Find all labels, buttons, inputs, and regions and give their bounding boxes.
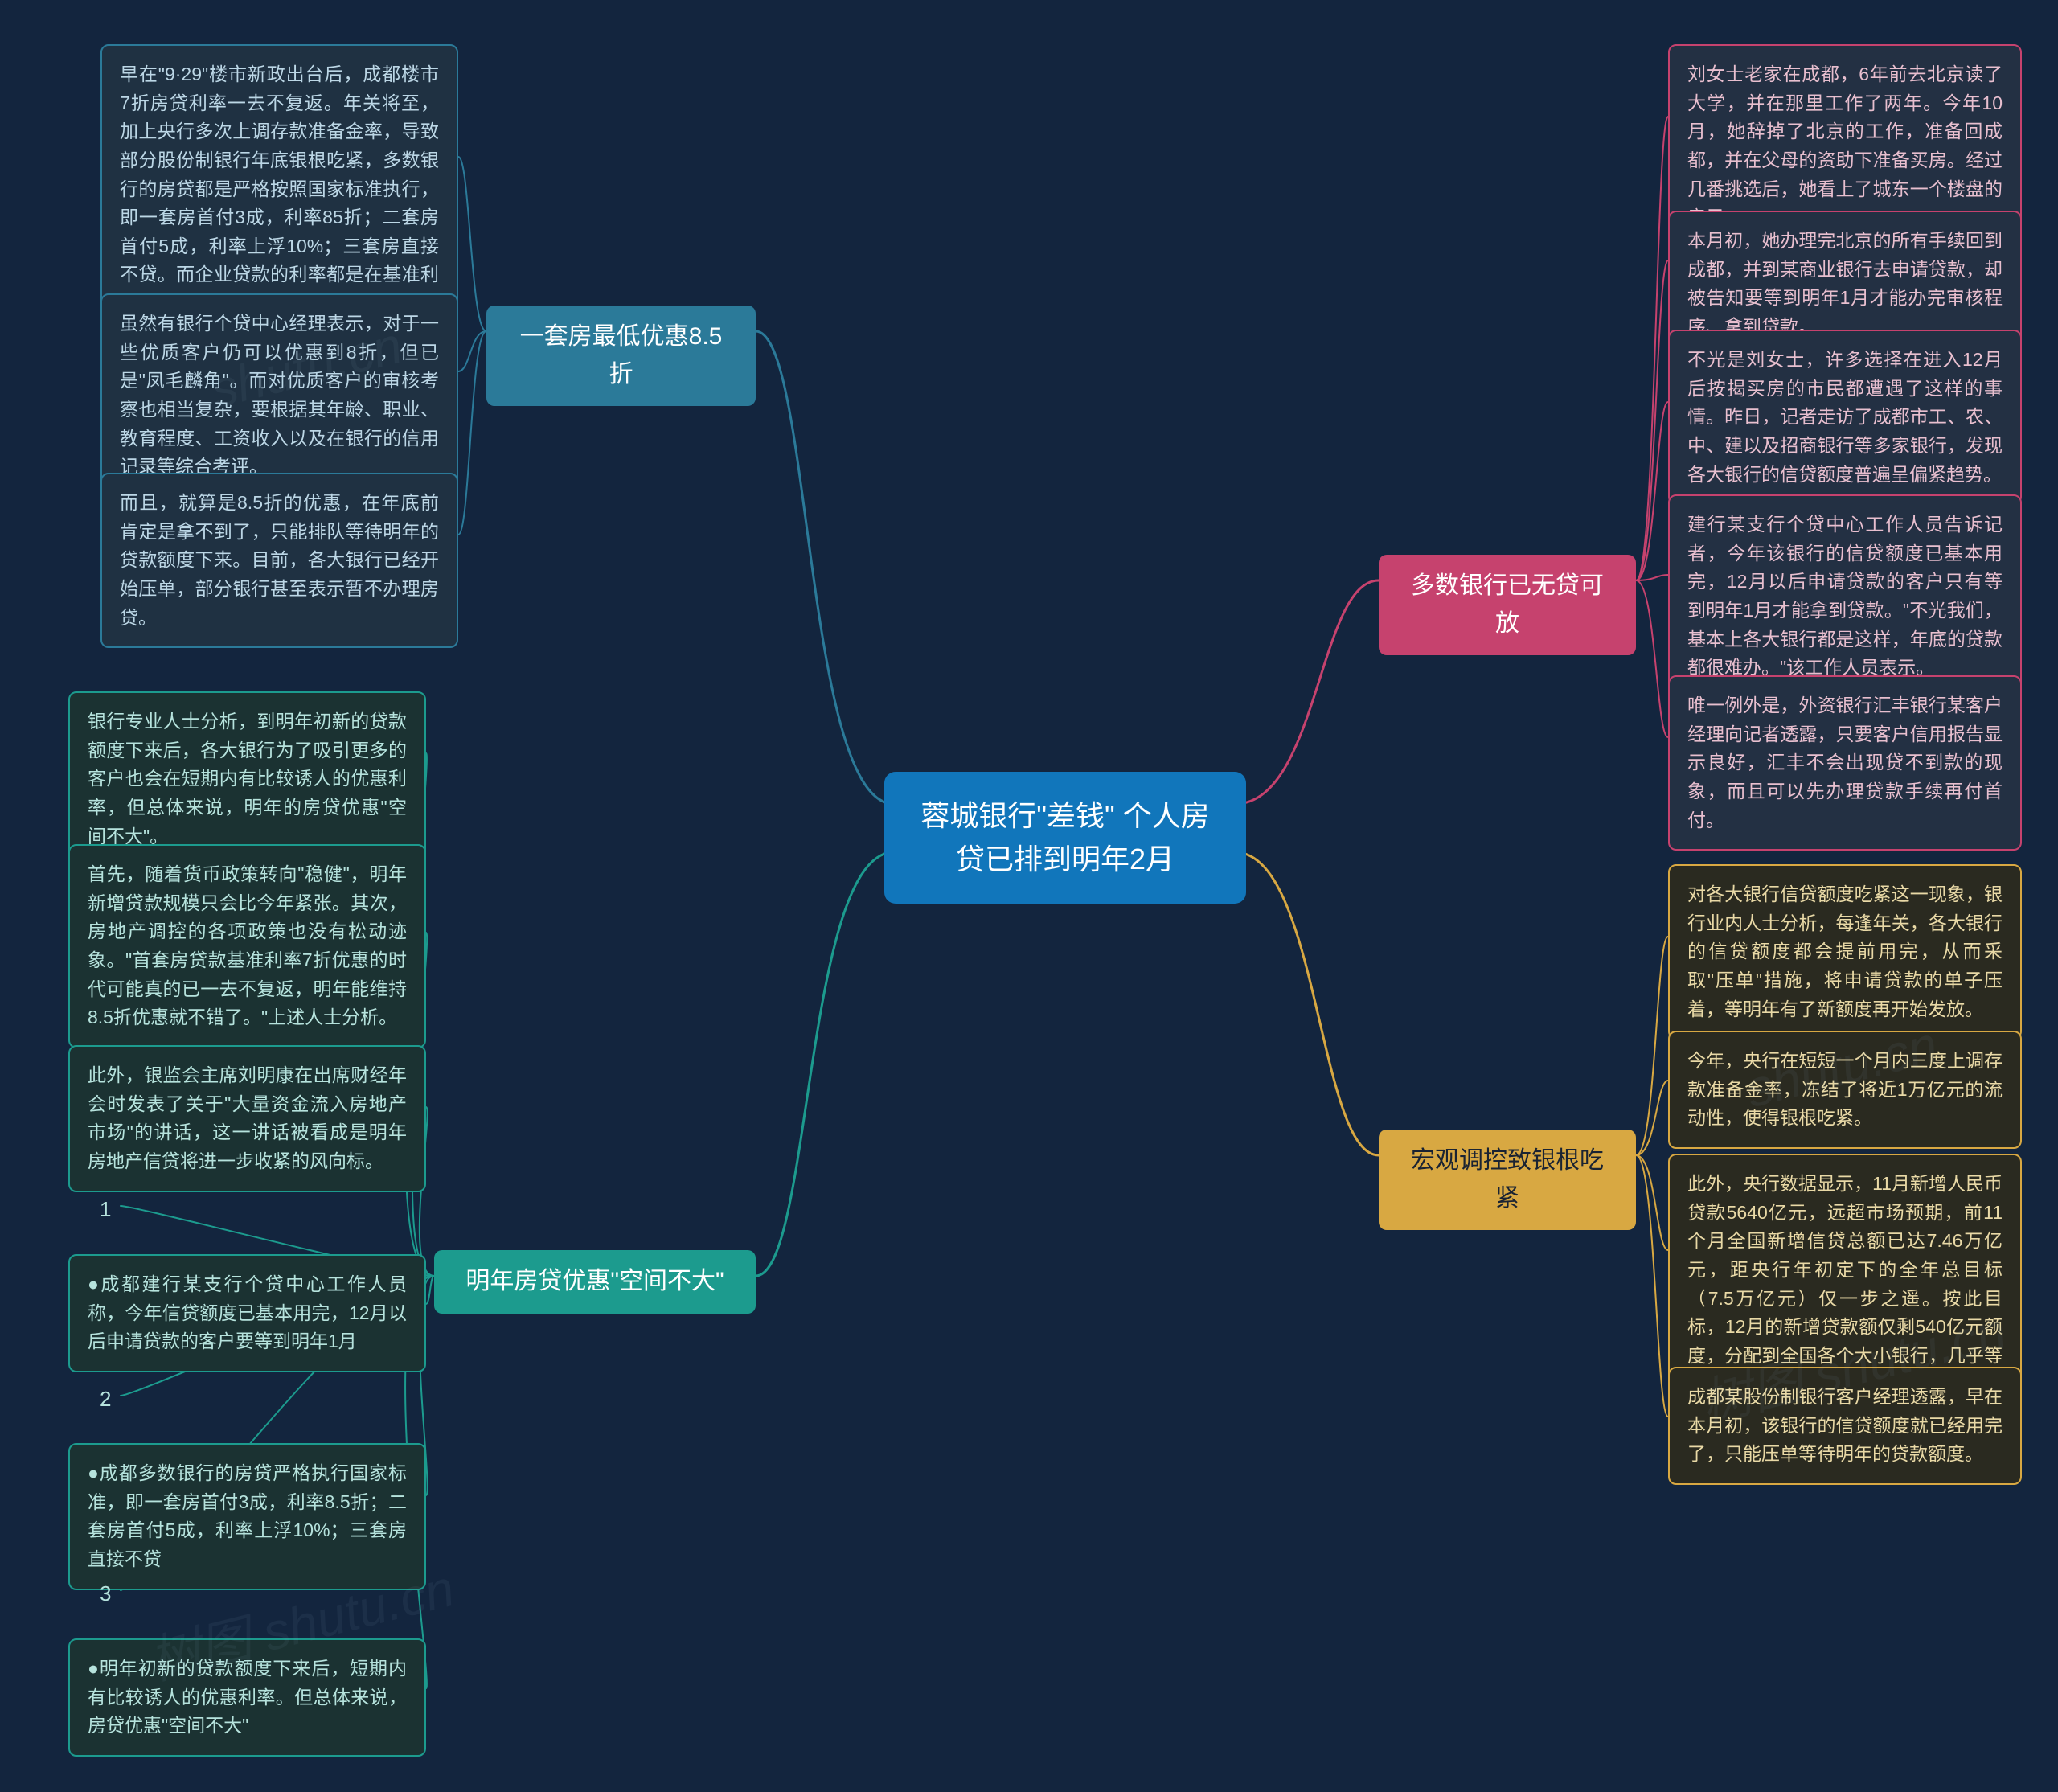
leaf-node: 唯一例外是，外资银行汇丰银行某客户经理向记者透露，只要客户信用报告显示良好，汇丰… [1668, 675, 2022, 851]
list-number: 3 [88, 1574, 122, 1613]
list-number: 1 [88, 1190, 122, 1228]
leaf-node: 成都某股份制银行客户经理透露，早在本月初，该银行的信贷额度就已经用完了，只能压单… [1668, 1367, 2022, 1485]
leaf-node: 建行某支行个贷中心工作人员告诉记者，今年该银行的信贷额度已基本用完，12月以后申… [1668, 494, 2022, 699]
branch-node[interactable]: 宏观调控致银根吃紧 [1379, 1130, 1636, 1230]
branch-node[interactable]: 一套房最低优惠8.5折 [486, 306, 756, 406]
leaf-node: 对各大银行信贷额度吃紧这一现象，银行业内人士分析，每逢年关，各大银行的信贷额度都… [1668, 864, 2022, 1040]
center-node[interactable]: 蓉城银行"差钱" 个人房贷已排到明年2月 [884, 772, 1246, 904]
mindmap-canvas: { "canvas": { "width": 2560, "height": 2… [0, 0, 2058, 1792]
leaf-node: 虽然有银行个贷中心经理表示，对于一些优质客户仍可以优惠到8折，但已是"凤毛麟角"… [100, 293, 458, 498]
leaf-node: ●成都多数银行的房贷严格执行国家标准，即一套房首付3成，利率8.5折；二套房首付… [68, 1443, 426, 1590]
leaf-node: ●明年初新的贷款额度下来后，短期内有比较诱人的优惠利率。但总体来说，房贷优惠"空… [68, 1638, 426, 1757]
branch-node[interactable]: 明年房贷优惠"空间不大" [434, 1250, 756, 1314]
leaf-node: ●成都建行某支行个贷中心工作人员称，今年信贷额度已基本用完，12月以后申请贷款的… [68, 1254, 426, 1372]
leaf-node: 不光是刘女士，许多选择在进入12月后按揭买房的市民都遭遇了这样的事情。昨日，记者… [1668, 330, 2022, 505]
leaf-node: 此外，银监会主席刘明康在出席财经年会时发表了关于"大量资金流入房地产市场"的讲话… [68, 1045, 426, 1192]
leaf-node: 早在"9·29"楼市新政出台后，成都楼市7折房贷利率一去不复返。年关将至，加上央… [100, 44, 458, 334]
leaf-node: 首先，随着货币政策转向"稳健"，明年新增贷款规模只会比今年紧张。其次，房地产调控… [68, 844, 426, 1048]
branch-node[interactable]: 多数银行已无贷可放 [1379, 555, 1636, 655]
leaf-node: 而且，就算是8.5折的优惠，在年底前肯定是拿不到了，只能排队等待明年的贷款额度下… [100, 473, 458, 648]
leaf-node: 今年，央行在短短一个月内三度上调存款准备金率，冻结了将近1万亿元的流动性，使得银… [1668, 1031, 2022, 1149]
list-number: 2 [88, 1380, 122, 1418]
leaf-node: 银行专业人士分析，到明年初新的贷款额度下来后，各大银行为了吸引更多的客户也会在短… [68, 691, 426, 867]
